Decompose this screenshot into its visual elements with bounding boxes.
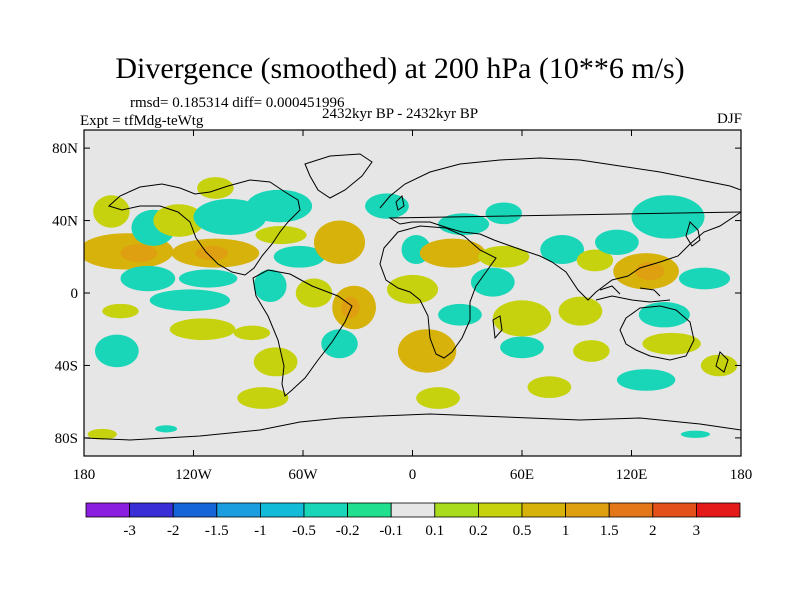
divergence-region-36 [478, 246, 529, 268]
divergence-region-39 [500, 336, 544, 358]
divergence-region-12 [179, 269, 237, 287]
colorbar-label-13: 3 [693, 523, 701, 539]
divergence-region-54 [681, 431, 710, 438]
y-tick-label-1: 40N [52, 214, 78, 230]
colorbar-swatch-11 [566, 503, 610, 517]
divergence-region-33 [438, 304, 482, 326]
colorbar-swatch-8 [435, 503, 479, 517]
divergence-region-47 [632, 195, 705, 238]
divergence-region-35 [486, 202, 523, 224]
divergence-region-26 [321, 329, 358, 358]
divergence-map: 180 120W 60W 0 60E 120E 180 80N 40N 0 40S 80S -3 -2… [0, 0, 800, 600]
colorbar-swatch-3 [217, 503, 261, 517]
colorbar-label-11: 1.5 [600, 523, 619, 539]
divergence-region-31 [387, 275, 438, 304]
x-tick-label-0: 180 [73, 467, 96, 483]
colorbar-swatch-9 [478, 503, 522, 517]
colorbar-swatch-4 [260, 503, 304, 517]
divergence-region-5 [121, 266, 176, 291]
colorbar-swatch-6 [348, 503, 392, 517]
colorbar-swatch-10 [522, 503, 566, 517]
colorbar-label-2: -1.5 [205, 523, 229, 539]
divergence-region-4 [95, 335, 139, 368]
colorbar-label-9: 0.5 [513, 523, 532, 539]
x-tick-label-1: 120W [175, 467, 213, 483]
divergence-region-22 [296, 279, 333, 308]
y-tick-label-3: 40S [55, 358, 78, 374]
colorbar-label-3: -1 [254, 523, 267, 539]
divergence-region-42 [559, 297, 603, 326]
colorbar-label-0: -3 [123, 523, 136, 539]
y-tick-label-2: 0 [71, 286, 79, 302]
divergence-region-37 [471, 268, 515, 297]
colorbar-label-12: 2 [649, 523, 657, 539]
divergence-region-2 [121, 244, 158, 262]
divergence-region-40 [527, 376, 571, 398]
divergence-region-30 [420, 239, 486, 268]
colorbar-swatch-12 [609, 503, 653, 517]
x-tick-label-3: 0 [409, 467, 417, 483]
divergence-region-52 [679, 268, 730, 290]
colorbar-label-6: -0.1 [379, 523, 403, 539]
x-tick-label-4: 60E [510, 467, 534, 483]
divergence-region-16 [256, 226, 307, 244]
divergence-region-15 [246, 190, 312, 223]
colorbar-swatch-14 [696, 503, 740, 517]
divergence-region-23 [314, 221, 365, 264]
divergence-region-53 [701, 355, 738, 377]
divergence-region-17 [254, 269, 287, 302]
colorbar-label-5: -0.2 [336, 523, 360, 539]
divergence-region-20 [237, 387, 288, 409]
colorbar-swatch-5 [304, 503, 348, 517]
divergence-region-13 [150, 289, 230, 311]
colorbar-label-8: 0.2 [469, 523, 488, 539]
x-tick-label-6: 180 [730, 467, 753, 483]
colorbar-label-4: -0.5 [292, 523, 316, 539]
colorbar-swatch-7 [391, 503, 435, 517]
colorbar-swatch-0 [86, 503, 130, 517]
colorbar-label-7: 0.1 [425, 523, 444, 539]
x-tick-label-5: 120E [616, 467, 648, 483]
divergence-region-0 [93, 195, 130, 228]
colorbar-swatch-1 [130, 503, 174, 517]
colorbar-swatch-2 [173, 503, 217, 517]
divergence-region-34 [416, 387, 460, 409]
divergence-region-51 [617, 369, 675, 391]
x-tick-label-2: 60W [288, 467, 318, 483]
colorbar-label-10: 1 [562, 523, 570, 539]
colorbar-swatch-13 [653, 503, 697, 517]
divergence-region-56 [155, 425, 177, 432]
divergence-region-8 [197, 177, 234, 199]
divergence-region-44 [573, 340, 610, 362]
divergence-region-18 [234, 326, 271, 340]
y-tick-label-0: 80N [52, 141, 78, 157]
divergence-region-3 [102, 304, 139, 318]
divergence-region-32 [398, 329, 456, 372]
y-tick-label-4: 80S [55, 431, 78, 447]
divergence-region-14 [170, 318, 236, 340]
divergence-region-19 [254, 347, 298, 376]
colorbar-label-1: -2 [167, 523, 180, 539]
divergence-region-48 [595, 230, 639, 255]
